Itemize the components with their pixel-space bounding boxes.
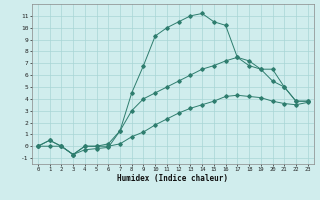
- X-axis label: Humidex (Indice chaleur): Humidex (Indice chaleur): [117, 174, 228, 183]
